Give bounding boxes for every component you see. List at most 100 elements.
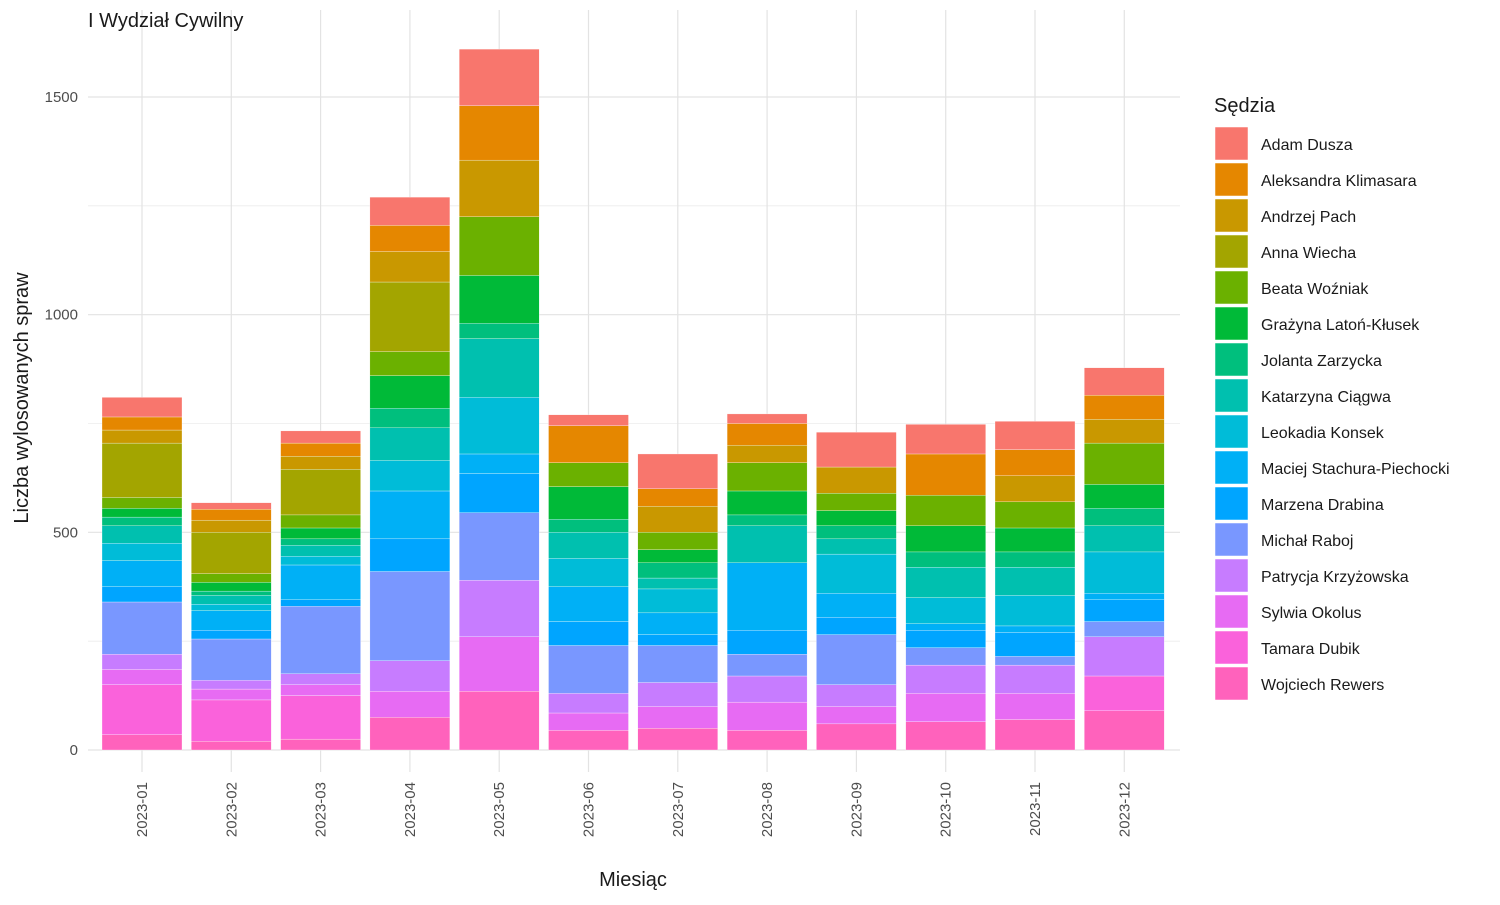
bar-segment (1084, 395, 1165, 420)
legend-key (1214, 414, 1249, 449)
bar-segment (191, 741, 272, 751)
bar-segment (191, 680, 272, 690)
bar-segment (816, 634, 897, 685)
bar-segment (816, 493, 897, 511)
bar-segment (191, 519, 272, 533)
bar-segment (994, 625, 1076, 633)
bar-segment (726, 490, 808, 516)
x-tick-label: 2023-01 (134, 782, 151, 837)
bar-segment (459, 512, 540, 581)
bar-segment (191, 582, 272, 592)
bar-segment (637, 682, 718, 707)
bar-segment (994, 501, 1076, 529)
bar-segment (280, 469, 361, 516)
bar-segment (726, 423, 808, 446)
bar-segment (369, 460, 451, 492)
bar-segment (726, 630, 808, 655)
legend-label: Adam Dusza (1261, 137, 1353, 154)
legend-key (1214, 342, 1249, 377)
bar-segment (548, 425, 629, 463)
bar-segment (459, 48, 540, 106)
bar-segment (905, 424, 986, 455)
y-axis-ticks: 0 500 1000 1500 (45, 89, 78, 759)
bar-segment (101, 429, 183, 444)
bar-segment (459, 275, 540, 324)
bar-segment (101, 669, 183, 685)
bar-segment (191, 532, 272, 574)
x-tick-label: 2023-08 (759, 782, 776, 837)
x-tick-label: 2023-10 (938, 782, 955, 837)
bar-segment (816, 706, 897, 725)
bar-segment (191, 630, 272, 640)
x-tick-label: 2023-09 (848, 782, 865, 837)
bar-segment (191, 509, 272, 521)
x-tick-label: 2023-11 (1027, 782, 1044, 836)
bar-segment (459, 473, 540, 513)
x-tick-label: 2023-02 (223, 782, 240, 837)
bar-segment (1084, 675, 1165, 711)
bar-segment (637, 634, 718, 646)
bar-segment (369, 538, 451, 572)
bar-segment (1084, 367, 1165, 396)
bar-segment (1084, 710, 1165, 751)
bar-segment (369, 691, 451, 718)
legend-label: Tamara Dubik (1261, 641, 1361, 658)
bar-segment (637, 562, 718, 579)
bar-segment (994, 551, 1076, 568)
bar-segment (548, 519, 629, 533)
y-axis-title: Liczba wylosowanych spraw (11, 272, 33, 524)
x-tick-label: 2023-07 (670, 782, 687, 837)
bar-segment (905, 630, 986, 648)
bar-segment (1084, 484, 1165, 509)
bar-segment (994, 693, 1076, 720)
bar-segment (726, 675, 808, 703)
bar-segment (816, 684, 897, 707)
legend-label: Maciej Stachura-Piechocki (1261, 461, 1450, 478)
bar-segment (548, 712, 629, 731)
bar-segment (101, 560, 183, 587)
bar-segment (816, 432, 897, 468)
bar-segment (191, 699, 272, 742)
bar-segment (101, 416, 183, 431)
bar-segment (101, 525, 183, 544)
bar-segment (459, 397, 540, 455)
bar-segment (816, 553, 897, 594)
bar-segment (459, 453, 540, 474)
legend-label: Wojciech Rewers (1261, 677, 1384, 694)
bar-segment (905, 623, 986, 631)
bar-segment (1084, 599, 1165, 622)
bar-segment (905, 693, 986, 722)
bar-segment (459, 216, 540, 276)
bar-segment (280, 455, 361, 470)
legend-key (1214, 162, 1249, 197)
legend-key (1214, 486, 1249, 521)
bar-segment (548, 462, 629, 487)
bar-segment (637, 706, 718, 729)
bar-segment (726, 562, 808, 631)
legend-key (1214, 522, 1249, 557)
bar-segment (369, 717, 451, 751)
bar-segment (459, 338, 540, 398)
bar-segment (280, 556, 361, 566)
legend-key (1214, 594, 1249, 629)
x-tick-label: 2023-04 (402, 782, 419, 837)
legend: Sędzia Adam Dusza Aleksandra Klimasara And… (1214, 95, 1450, 701)
bar-segment (548, 558, 629, 587)
bar-segment (1084, 418, 1165, 444)
bar-segment (816, 525, 897, 540)
legend-key (1214, 630, 1249, 665)
legend-label: Marzena Drabina (1261, 497, 1384, 514)
bar-segment (816, 617, 897, 635)
bar-segment (191, 638, 272, 681)
bar-segment (101, 684, 183, 735)
bar-segment (1084, 621, 1165, 637)
bar-segment (905, 525, 986, 553)
bar-segment (905, 647, 986, 666)
bar-segment (905, 597, 986, 624)
bar-segment (726, 514, 808, 526)
bar-segment (369, 281, 451, 352)
bar-segment (637, 506, 718, 533)
bar-segment (101, 654, 183, 670)
bar-segment (369, 427, 451, 461)
